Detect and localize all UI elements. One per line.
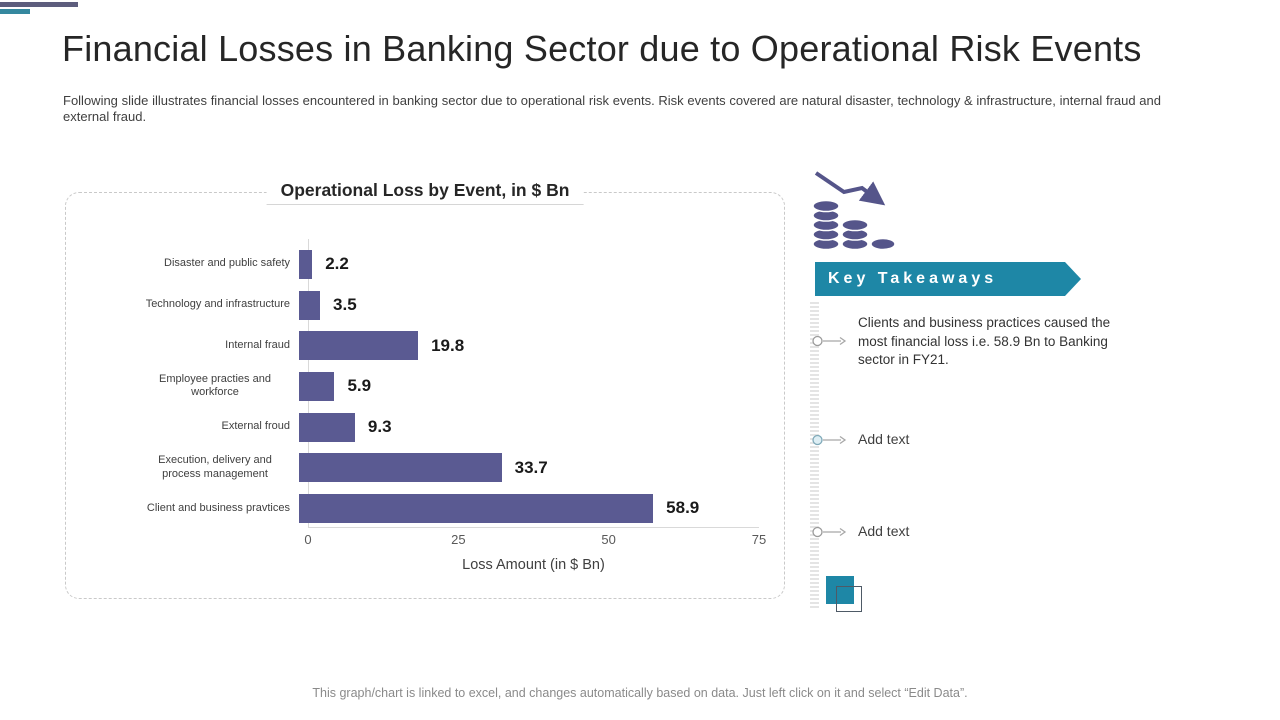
category-label: Disaster and public safety: [66, 257, 299, 271]
x-tick-label: 0: [304, 532, 312, 547]
chart-row: Client and business pravtices 58.9: [66, 488, 784, 529]
chart-title: Operational Loss by Event, in $ Bn: [266, 178, 584, 205]
category-label-text: Execution, delivery and process manageme…: [158, 454, 272, 480]
category-label-text: Disaster and public safety: [164, 257, 290, 270]
category-label-text: External froud: [221, 420, 290, 433]
chart-row: Employee practies and workforce 5.9: [66, 366, 784, 407]
category-label-text: Client and business pravtices: [146, 501, 290, 514]
chart-row: Technology and infrastructure 3.5: [66, 285, 784, 326]
circle-arrow-icon: [812, 335, 847, 347]
decor-square-outline: [836, 586, 862, 612]
bar: [299, 249, 313, 279]
category-label-text: Internal fraud: [225, 338, 290, 351]
deco-bar-teal: [0, 9, 30, 14]
x-tick-label: 25: [451, 532, 466, 547]
deco-bar-dark: [0, 2, 78, 7]
bar-value-label: 19.8: [431, 335, 465, 355]
circle-arrow-icon: [812, 434, 847, 446]
bar: [299, 371, 335, 401]
bar-value-label: 9.3: [367, 417, 392, 437]
footer-note: This graph/chart is linked to excel, and…: [312, 686, 968, 700]
takeaway-item-2-placeholder[interactable]: Add text: [858, 431, 910, 447]
x-tick-label: 50: [601, 532, 616, 547]
bar-value-label: 58.9: [666, 498, 700, 518]
category-label: Employee practies and workforce: [66, 373, 299, 401]
x-tick-label: 75: [751, 532, 767, 547]
dashed-connector-line: [810, 302, 819, 608]
category-label: External froud: [66, 420, 299, 434]
category-label: Client and business pravtices: [66, 502, 299, 516]
category-label-text: Employee practies and workforce: [159, 372, 271, 399]
takeaway-item-1: Clients and business practices caused th…: [858, 315, 1111, 368]
circle-arrow-icon: [812, 526, 847, 538]
chart-panel[interactable]: Operational Loss by Event, in $ Bn Disas…: [65, 178, 785, 599]
declining-coins-icon: [812, 171, 896, 251]
category-label: Internal fraud: [66, 339, 299, 353]
chart-row: Disaster and public safety 2.2: [66, 244, 784, 285]
chart-x-axis-line: [308, 527, 759, 528]
page-title: Financial Losses in Banking Sector due t…: [62, 28, 1142, 69]
chart-row: Execution, delivery and process manageme…: [66, 447, 784, 488]
key-takeaways-label: Key Takeaways: [828, 270, 998, 287]
chart-row: External froud 9.3: [66, 407, 784, 448]
chart-row: Internal fraud 19.8: [66, 325, 784, 366]
bar: [299, 493, 654, 523]
category-label: Technology and infrastructure: [66, 298, 299, 312]
bar-value-label: 5.9: [347, 376, 372, 396]
bar: [299, 290, 321, 320]
bar: [299, 331, 419, 361]
chart-x-axis-title: Loss Amount (in $ Bn): [462, 557, 605, 573]
category-label: Execution, delivery and process manageme…: [66, 454, 299, 482]
bar: [299, 453, 502, 483]
bar: [299, 412, 355, 442]
takeaway-item-3-placeholder[interactable]: Add text: [858, 523, 910, 539]
page-subtitle: Following slide illustrates financial lo…: [63, 93, 1161, 124]
category-label-text: Technology and infrastructure: [145, 298, 290, 311]
chart-bars-area: Disaster and public safety 2.2 Technology …: [66, 244, 784, 529]
bar-value-label: 3.5: [333, 295, 357, 315]
bar-value-label: 2.2: [325, 254, 349, 274]
key-takeaways-banner: Key Takeaways: [815, 262, 1081, 296]
bar-value-label: 33.7: [514, 457, 548, 477]
decor-square-filled: [826, 576, 854, 604]
